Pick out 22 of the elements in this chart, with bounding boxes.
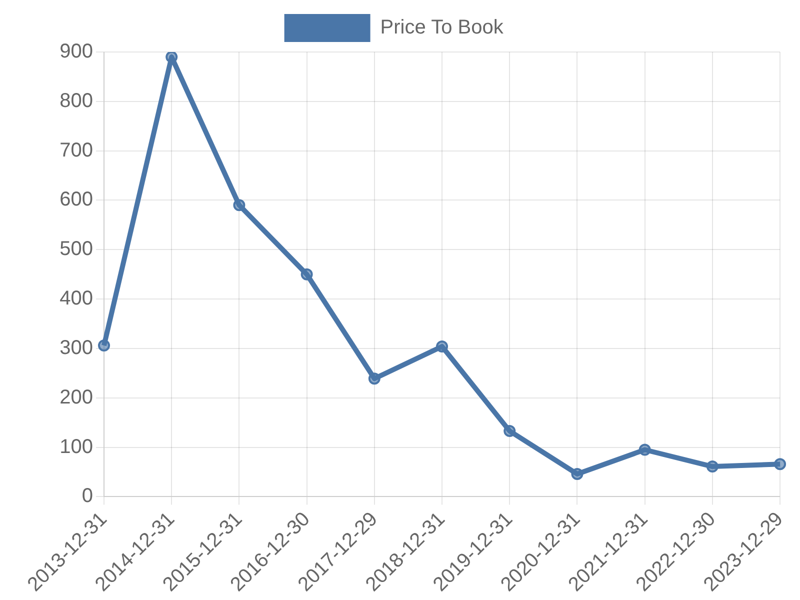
point	[638, 444, 651, 456]
point	[436, 340, 448, 352]
point	[300, 268, 313, 280]
point	[571, 468, 584, 480]
y-tick-label: 400	[60, 288, 93, 310]
y-tick-label: 500	[60, 238, 93, 260]
y-tick-label: 200	[60, 386, 93, 408]
y-tick-label: 700	[60, 139, 93, 162]
point	[368, 372, 380, 385]
point	[233, 199, 246, 212]
y-tick-label: 100	[60, 436, 93, 458]
point	[504, 424, 516, 437]
y-tick-label: 600	[60, 188, 93, 211]
point	[98, 339, 110, 352]
y-tick-label: 300	[60, 336, 93, 359]
y-tick-label: 900	[60, 40, 93, 63]
legend-label: Price To Book	[380, 16, 504, 39]
y-tick-label: 0	[82, 485, 93, 508]
point	[706, 460, 718, 473]
point	[774, 458, 786, 470]
y-tick-label: 800	[60, 90, 93, 112]
point	[166, 52, 178, 63]
